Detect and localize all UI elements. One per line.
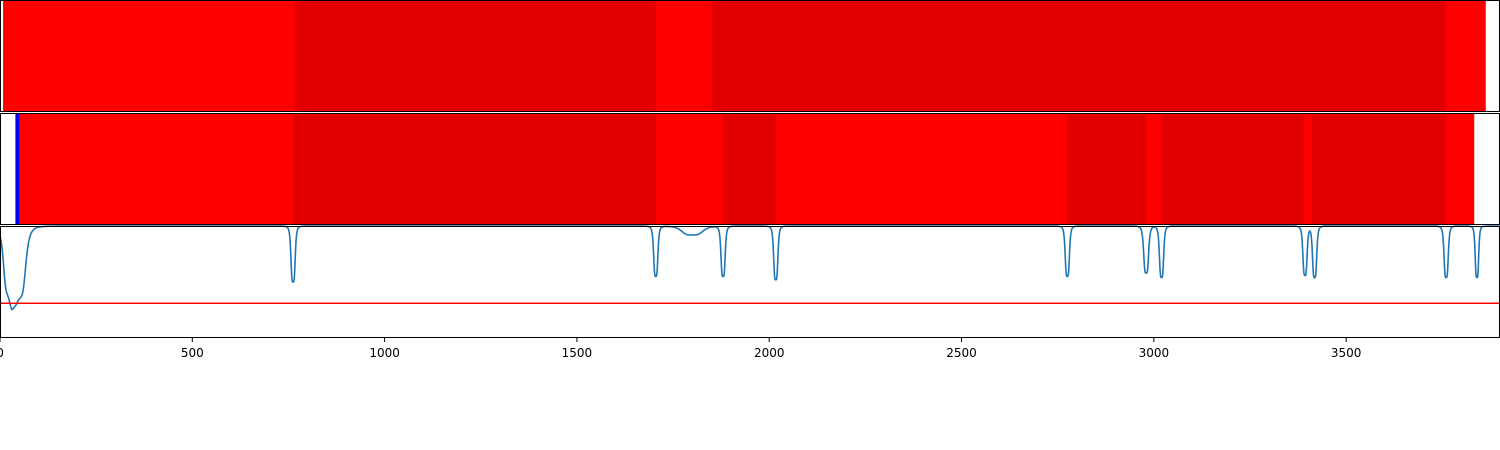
x-axis: 0 500 1000 1500 2000 2500 3000 3500 [0,338,1361,360]
heatmap-top-panel [0,0,1500,112]
line-plot-background [0,226,1500,338]
line-plot-panel [0,225,1500,338]
heatmap-cell-2 [19,113,294,225]
heatmap-cell-2 [295,0,657,112]
heatmap-cell-3 [293,113,657,225]
heatmap-cell-4 [655,113,724,225]
heatmap-cell-4 [711,0,1447,112]
heatmap-cell-6 [1485,0,1500,112]
x-tick-label-1: 500 [181,346,204,360]
x-tick-label-6: 3000 [1139,346,1170,360]
heatmap-cell-5 [723,113,777,225]
x-tick-label-5: 2500 [946,346,977,360]
heatmap-cell-0 [0,0,4,112]
heatmap-bottom-panel [0,113,1500,225]
heatmap-cell-11 [1311,113,1447,225]
x-tick-label-7: 3500 [1331,346,1362,360]
heatmap-cell-3 [655,0,713,112]
heatmap-cell-1 [3,0,296,112]
x-tick-label-4: 2000 [754,346,785,360]
heatmap-cell-13 [1474,113,1500,225]
heatmap-cell-1 [15,113,20,225]
heatmap-cell-0 [0,113,16,225]
heatmap-cell-10 [1303,113,1313,225]
heatmap-cell-7 [1067,113,1147,225]
x-tick-label-2: 1000 [369,346,400,360]
x-tick-label-0: 0 [0,346,4,360]
heatmap-cell-6 [775,113,1068,225]
heatmap-cell-9 [1161,113,1305,225]
x-tick-label-3: 1500 [562,346,593,360]
heatmap-cell-12 [1446,113,1475,225]
heatmap-cell-5 [1446,0,1487,112]
heatmap-cell-8 [1146,113,1163,225]
